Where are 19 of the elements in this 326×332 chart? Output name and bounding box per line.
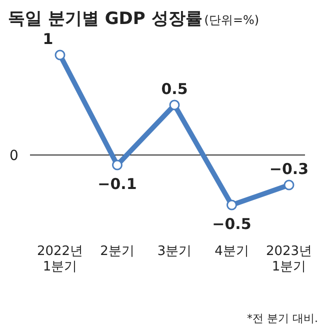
data-label: 1 bbox=[42, 30, 54, 48]
chart-subtitle: (단위=%) bbox=[204, 13, 260, 27]
data-label: −0.1 bbox=[98, 175, 137, 193]
text: *전 분기 대비. bbox=[247, 312, 318, 325]
point bbox=[169, 100, 180, 110]
x-tick-label: 3분기 bbox=[157, 244, 192, 259]
point bbox=[112, 160, 122, 170]
ref-line-label: 0 bbox=[10, 148, 18, 164]
chart-title: 독일 분기별 GDP 성장률 bbox=[8, 9, 202, 29]
data-label: −0.3 bbox=[269, 160, 309, 178]
point bbox=[54, 50, 66, 60]
data-label: −0.5 bbox=[212, 215, 252, 233]
x-tick-label: 4분기 bbox=[214, 244, 249, 259]
x-tick-label: 2022년 1분기 bbox=[36, 244, 84, 275]
point bbox=[284, 180, 294, 190]
point bbox=[226, 200, 237, 210]
x-tick-label: 2분기 bbox=[100, 244, 134, 259]
data-label: 0.5 bbox=[161, 80, 188, 98]
x-tick-label: 2023년 1분기 bbox=[266, 244, 312, 275]
